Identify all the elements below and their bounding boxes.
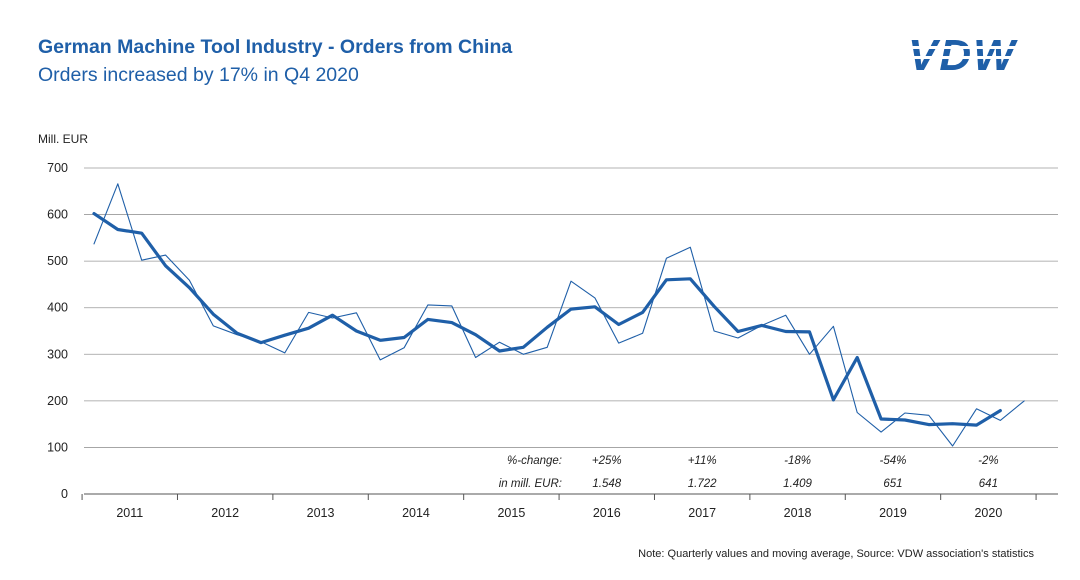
x-tick-label: 2017 [688, 506, 716, 520]
moving-average-line [92, 212, 1002, 427]
y-axis-unit: Mill. EUR [38, 132, 88, 146]
y-tick-label: 100 [47, 440, 68, 454]
y-tick-label: 600 [47, 208, 68, 222]
annotation-value: 1.722 [688, 478, 717, 490]
y-tick-label: 0 [61, 487, 68, 501]
x-tick-label: 2015 [497, 506, 525, 520]
annotation-value: 1.548 [592, 478, 621, 490]
y-tick-label: 300 [47, 347, 68, 361]
annotation-change: -2% [978, 455, 998, 467]
y-tick-labels: 0 100 200 300 400 500 600 700 [47, 161, 68, 501]
x-tick-label: 2019 [879, 506, 907, 520]
vdw-logo: VDW [906, 32, 1040, 78]
y-tick-label: 700 [47, 161, 68, 175]
y-tick-label: 500 [47, 254, 68, 268]
annotation-change: +25% [592, 455, 622, 467]
annotation-value: 641 [979, 478, 998, 490]
annotation-row-label-value: in mill. EUR: [499, 478, 562, 490]
annotation-change: -54% [880, 455, 907, 467]
quarterly-values-line [93, 183, 1025, 447]
x-tick-label: 2014 [402, 506, 430, 520]
annotation-value: 1.409 [783, 478, 812, 490]
x-tick-label: 2018 [784, 506, 812, 520]
vdw-logo-text: VDW [908, 32, 1018, 78]
annotation-change: +11% [688, 455, 717, 467]
grid-lines [81, 167, 1058, 500]
annotation-table: %-change: in mill. EUR: +25% 1.548 +11% 1.722… [499, 455, 999, 490]
x-tick-label: 2011 [116, 506, 143, 520]
chart-title: German Machine Tool Industry - Orders fr… [38, 36, 513, 58]
chart-subtitle: Orders increased by 17% in Q4 2020 [38, 64, 359, 86]
x-tick-label: 2013 [307, 506, 335, 520]
x-tick-label: 2016 [593, 506, 621, 520]
annotation-value: 651 [883, 478, 902, 490]
x-tick-labels: 2011 2012 2013 2014 2015 2016 2017 2018 2019 2020 [116, 506, 1002, 520]
series-lines [92, 183, 1025, 447]
y-tick-label: 400 [47, 301, 68, 315]
x-tick-label: 2020 [974, 506, 1002, 520]
footnote: Note: Quarterly values and moving averag… [638, 548, 1034, 560]
x-tick-label: 2012 [211, 506, 239, 520]
y-tick-label: 200 [47, 394, 68, 408]
annotation-change: -18% [784, 455, 811, 467]
annotation-row-label-change: %-change: [507, 455, 562, 467]
